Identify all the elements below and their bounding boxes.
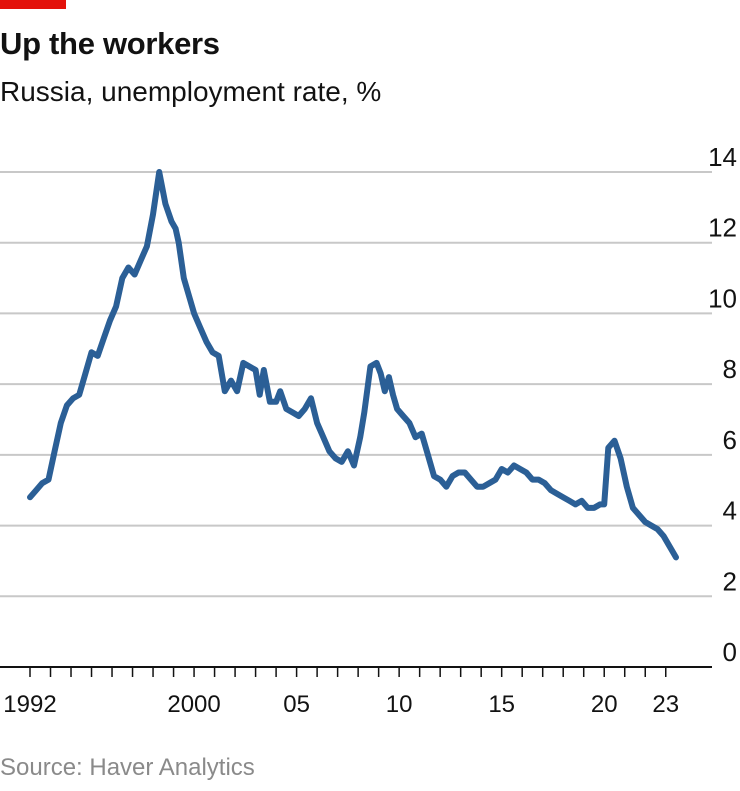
- gridlines: [0, 171, 712, 598]
- x-tick-label-15: 15: [488, 691, 515, 718]
- x-tick-label-23: 23: [652, 691, 679, 718]
- y-tick-label-14: 14: [708, 142, 737, 172]
- source-note: Source: Haver Analytics: [0, 754, 255, 781]
- series: [27, 169, 679, 561]
- y-tick-label-10: 10: [708, 283, 737, 313]
- x-axis: 1992 2000 05 10 15 20 23: [0, 666, 712, 718]
- x-tick-label-05: 05: [283, 691, 310, 718]
- x-tick-label-20: 20: [591, 691, 618, 718]
- y-tick-label-2: 2: [723, 566, 737, 596]
- y-axis-ticks: 0 2 4 6 8 10 12 14: [708, 142, 737, 667]
- x-tick-label-10: 10: [386, 691, 413, 718]
- chart-title: Up the workers: [0, 26, 220, 61]
- x-tick-label-2000: 2000: [167, 691, 220, 718]
- x-tick-label-1992: 1992: [3, 691, 56, 718]
- y-tick-label-8: 8: [723, 354, 737, 384]
- y-tick-label-0: 0: [723, 637, 737, 667]
- series-line-unemployment: [27, 169, 679, 561]
- y-tick-label-4: 4: [723, 496, 737, 526]
- chart-subtitle: Russia, unemployment rate, %: [0, 76, 382, 107]
- brand-tag: [0, 0, 66, 9]
- y-tick-label-12: 12: [708, 213, 737, 243]
- y-tick-label-6: 6: [723, 425, 737, 455]
